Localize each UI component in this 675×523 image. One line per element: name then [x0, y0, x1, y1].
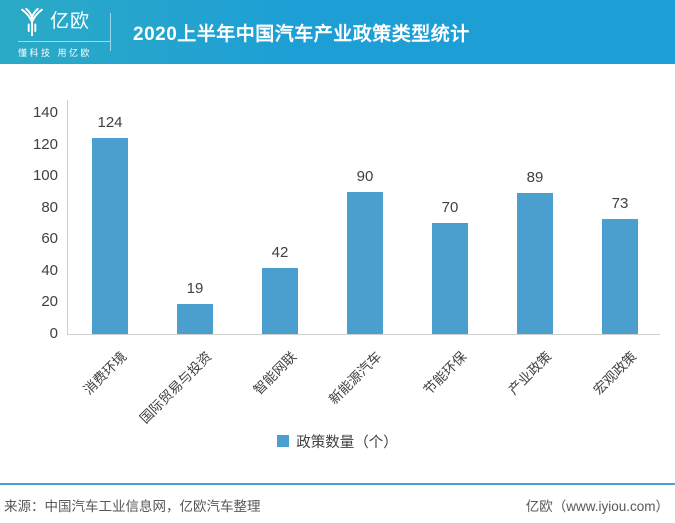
bar-新能源汽车: [347, 192, 383, 334]
bar-宏观政策: [602, 219, 638, 334]
source-note: 来源：中国汽车工业信息网，亿欧汽车整理: [4, 499, 261, 514]
y-axis-tick-0: 0: [49, 325, 58, 342]
logo-tagline: 懂科技 用亿欧: [18, 41, 110, 59]
credit-note: 亿欧（www.iyiou.com）: [525, 499, 669, 514]
value-label: 90: [356, 168, 374, 185]
legend-swatch: [277, 435, 290, 447]
value-label: 42: [271, 244, 289, 261]
bar-节能环保: [432, 223, 468, 334]
bar-国际贸易与投资: [177, 304, 213, 334]
header-banner: 亿欧 懂科技 用亿欧 2020上半年中国汽车产业政策类型统计: [0, 0, 675, 64]
value-label: 73: [611, 195, 629, 212]
category-label: 节能环保: [420, 348, 470, 398]
chart-legend: 政策数量（个）: [0, 430, 675, 452]
y-axis-tick-140: 140: [32, 103, 58, 121]
category-label: 产业政策: [505, 348, 555, 398]
category-label: 宏观政策: [590, 348, 640, 398]
y-axis-tick-60: 60: [41, 230, 58, 248]
banner-divider: [110, 13, 111, 51]
y-axis-tick-20: 20: [41, 293, 58, 311]
y-axis-tick-80: 80: [41, 198, 58, 216]
value-label: 70: [441, 199, 459, 216]
bar-智能网联: [262, 268, 298, 334]
plot-area: [67, 100, 660, 335]
value-label: 19: [186, 280, 204, 297]
footer: 来源：中国汽车工业信息网，亿欧汽车整理 亿欧（www.iyiou.com）: [0, 483, 675, 515]
value-label: 124: [97, 114, 123, 131]
y-axis-tick-100: 100: [32, 167, 58, 185]
value-label: 89: [526, 169, 544, 186]
legend-label: 政策数量（个）: [296, 434, 398, 451]
category-label: 新能源汽车: [326, 348, 385, 408]
bar-产业政策: [517, 193, 553, 334]
bar-chart: 0 20 40 60 80 100 120 140 124 消费环境 19 国际贸易与投资 42 智能网联…: [32, 100, 660, 427]
logo-text: 亿欧: [50, 11, 91, 32]
iyiou-logo-icon: [18, 7, 46, 37]
category-label: 国际贸易与投资: [137, 348, 215, 427]
chart-title: 2020上半年中国汽车产业政策类型统计: [133, 23, 470, 45]
y-axis-tick-120: 120: [32, 135, 58, 153]
category-label: 智能网联: [250, 348, 300, 398]
bar-消费环境: [92, 138, 128, 334]
iyiou-logo: 亿欧 懂科技 用亿欧: [18, 7, 110, 59]
category-label: 消费环境: [80, 348, 130, 398]
y-axis-tick-40: 40: [41, 261, 58, 279]
